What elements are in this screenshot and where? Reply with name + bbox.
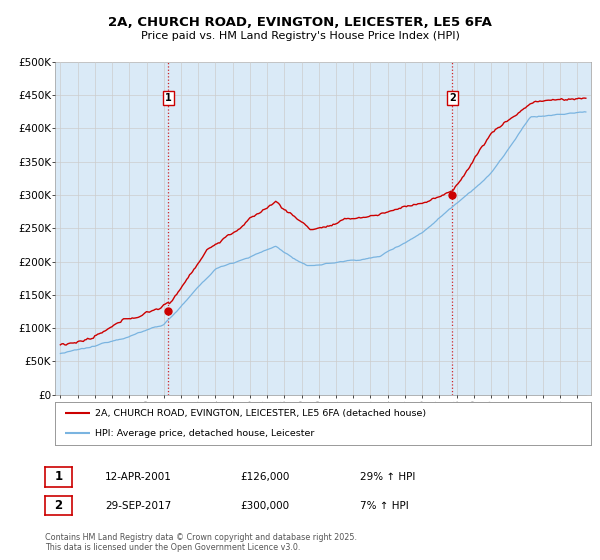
Text: £126,000: £126,000 xyxy=(240,472,289,482)
Text: 2A, CHURCH ROAD, EVINGTON, LEICESTER, LE5 6FA: 2A, CHURCH ROAD, EVINGTON, LEICESTER, LE… xyxy=(108,16,492,29)
Text: 29-SEP-2017: 29-SEP-2017 xyxy=(105,501,171,511)
Text: 2: 2 xyxy=(449,94,455,103)
Text: HPI: Average price, detached house, Leicester: HPI: Average price, detached house, Leic… xyxy=(95,429,315,438)
Text: 2: 2 xyxy=(55,499,62,512)
Text: 1: 1 xyxy=(165,94,172,103)
Text: This data is licensed under the Open Government Licence v3.0.: This data is licensed under the Open Gov… xyxy=(45,543,301,552)
Text: 2A, CHURCH ROAD, EVINGTON, LEICESTER, LE5 6FA (detached house): 2A, CHURCH ROAD, EVINGTON, LEICESTER, LE… xyxy=(95,409,427,418)
Text: 12-APR-2001: 12-APR-2001 xyxy=(105,472,172,482)
Text: 29% ↑ HPI: 29% ↑ HPI xyxy=(360,472,415,482)
Text: Contains HM Land Registry data © Crown copyright and database right 2025.: Contains HM Land Registry data © Crown c… xyxy=(45,533,357,542)
Text: 7% ↑ HPI: 7% ↑ HPI xyxy=(360,501,409,511)
Text: 1: 1 xyxy=(55,470,62,483)
Text: Price paid vs. HM Land Registry's House Price Index (HPI): Price paid vs. HM Land Registry's House … xyxy=(140,31,460,41)
Text: £300,000: £300,000 xyxy=(240,501,289,511)
